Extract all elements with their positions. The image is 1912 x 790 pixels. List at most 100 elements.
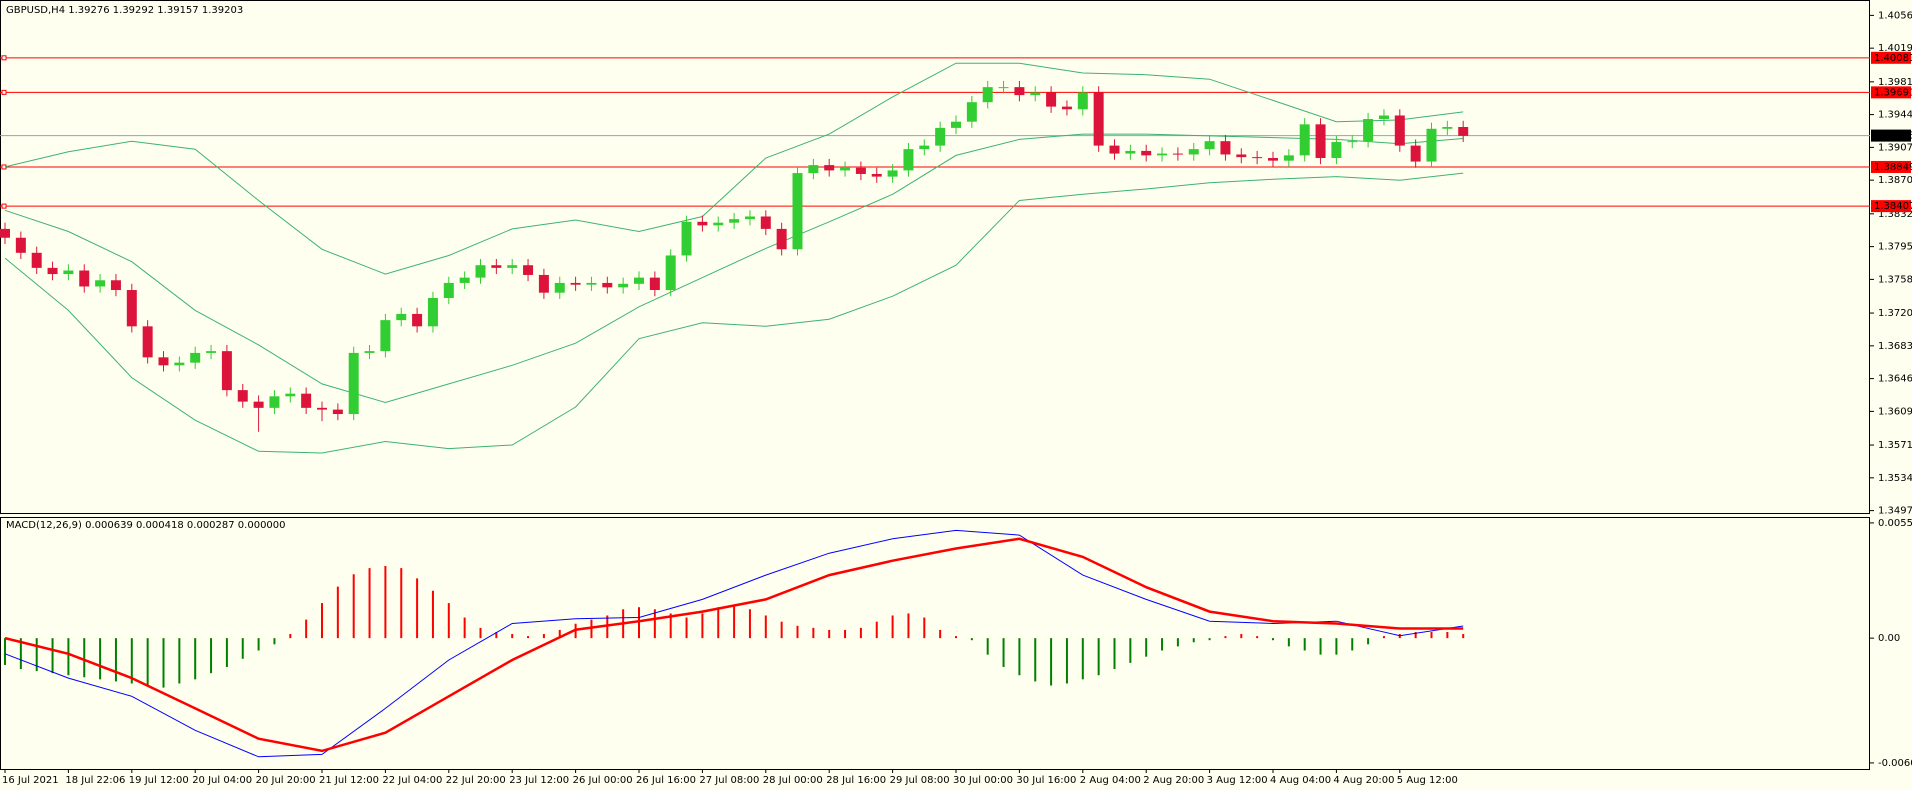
candle-body [1141,150,1152,156]
candle-body [1030,92,1041,96]
candle-body [1442,127,1453,129]
candle-body [142,326,153,358]
candle-body [459,277,470,283]
x-tick-label: 2 Aug 20:00 [1143,775,1204,786]
candle-body [855,167,866,174]
candle-body [174,362,185,366]
candle-body [110,280,121,291]
price-label: 1.39203 [1874,131,1912,142]
candle-body [1299,124,1310,156]
y-tick-label: 1.39440 [1878,110,1912,121]
candle-body [1331,142,1342,159]
candle-body [665,255,676,291]
macd-main-line [4,529,1464,758]
candle-body [935,127,946,146]
candle-body [586,282,597,285]
candle-body [63,270,74,275]
band-upper [4,62,1464,275]
main-panel-frame [0,0,1870,514]
candle-body [1014,87,1025,96]
x-tick-label: 21 Jul 12:00 [319,775,379,786]
candle-body [919,145,930,150]
candle-body [744,216,755,220]
candle-body [871,173,882,177]
candle-body [1077,92,1088,110]
x-tick-label: 18 Jul 22:06 [65,775,125,786]
candle-body [348,352,359,415]
x-tick-label: 5 Aug 12:00 [1397,775,1458,786]
x-tick-label: 28 Jul 16:00 [826,775,886,786]
y-tick-label: 1.36830 [1878,341,1912,352]
level-label: 1.40081 [1874,53,1912,64]
x-tick-label: 28 Jul 00:00 [763,775,823,786]
level-label: 1.39691 [1874,87,1912,98]
candle-body [190,352,201,363]
candle-body [1315,124,1326,159]
y-tick-label: 1.40560 [1878,10,1912,21]
x-tick-label: 4 Aug 20:00 [1333,775,1394,786]
x-tick-label: 2 Aug 04:00 [1080,775,1141,786]
x-tick-label: 22 Jul 20:00 [446,775,506,786]
candle-body [729,219,740,223]
candle-body [1109,145,1120,154]
y-tick-label: 1.35340 [1878,473,1912,484]
macd-panel-frame [0,517,1870,770]
level-label-box [1871,51,1911,64]
candle-body [221,351,232,391]
candle-body [713,222,724,226]
candle-body [491,265,502,268]
level-label: 1.38849 [1874,162,1912,173]
candle-body [1426,128,1437,162]
y-tick-label: -0.006055 [1878,758,1912,769]
x-tick-label: 26 Jul 16:00 [636,775,696,786]
x-tick-label: 30 Jul 16:00 [1016,775,1076,786]
x-tick-label: 20 Jul 20:00 [256,775,316,786]
candle-body [887,170,898,177]
band-middle [4,133,1464,404]
candle-body [570,282,581,285]
candle-body [507,265,518,268]
candle-body [998,87,1009,89]
candle-body [634,277,644,284]
level-label-box [1871,200,1911,213]
chart-title: GBPUSD,H4 1.39276 1.39292 1.39157 1.3920… [6,5,243,16]
candle-body [380,320,391,352]
x-tick-label: 16 Jul 2021 [2,775,59,786]
candle-body [1204,141,1215,150]
y-tick-label: 0.00 [1878,633,1900,644]
level-marker [1,89,7,95]
candle-body [301,393,312,408]
candle-body [951,121,961,128]
x-tick-label: 26 Jul 00:00 [573,775,633,786]
candle-body [443,282,454,298]
x-tick-label: 4 Aug 04:00 [1270,775,1331,786]
y-tick-label: 1.39070 [1878,142,1912,153]
candle-body [31,252,42,268]
candle-body [1046,92,1057,107]
x-tick-label: 19 Jul 12:00 [129,775,189,786]
candle-body [95,280,106,287]
candle-body [538,274,549,293]
candle-body [697,221,708,226]
candle-body [47,267,58,275]
candle-body [237,390,248,402]
candle-body [681,221,692,256]
x-tick-label: 29 Jul 08:00 [890,775,950,786]
candle-body [792,173,803,250]
candle-body [1347,141,1358,143]
candle-body [1252,157,1263,159]
level-marker [1,203,7,209]
candle-body [1458,127,1469,136]
y-tick-label: 1.36460 [1878,374,1912,385]
y-tick-label: 1.40190 [1878,43,1912,54]
price-label-box [1871,129,1911,142]
candle-body [15,237,26,253]
y-tick-label: 0.005592 [1878,518,1912,529]
x-tick-label: 22 Jul 04:00 [382,775,442,786]
candle-body [1125,150,1136,154]
level-label: 1.38407 [1874,201,1912,212]
candle-body [1188,149,1199,155]
